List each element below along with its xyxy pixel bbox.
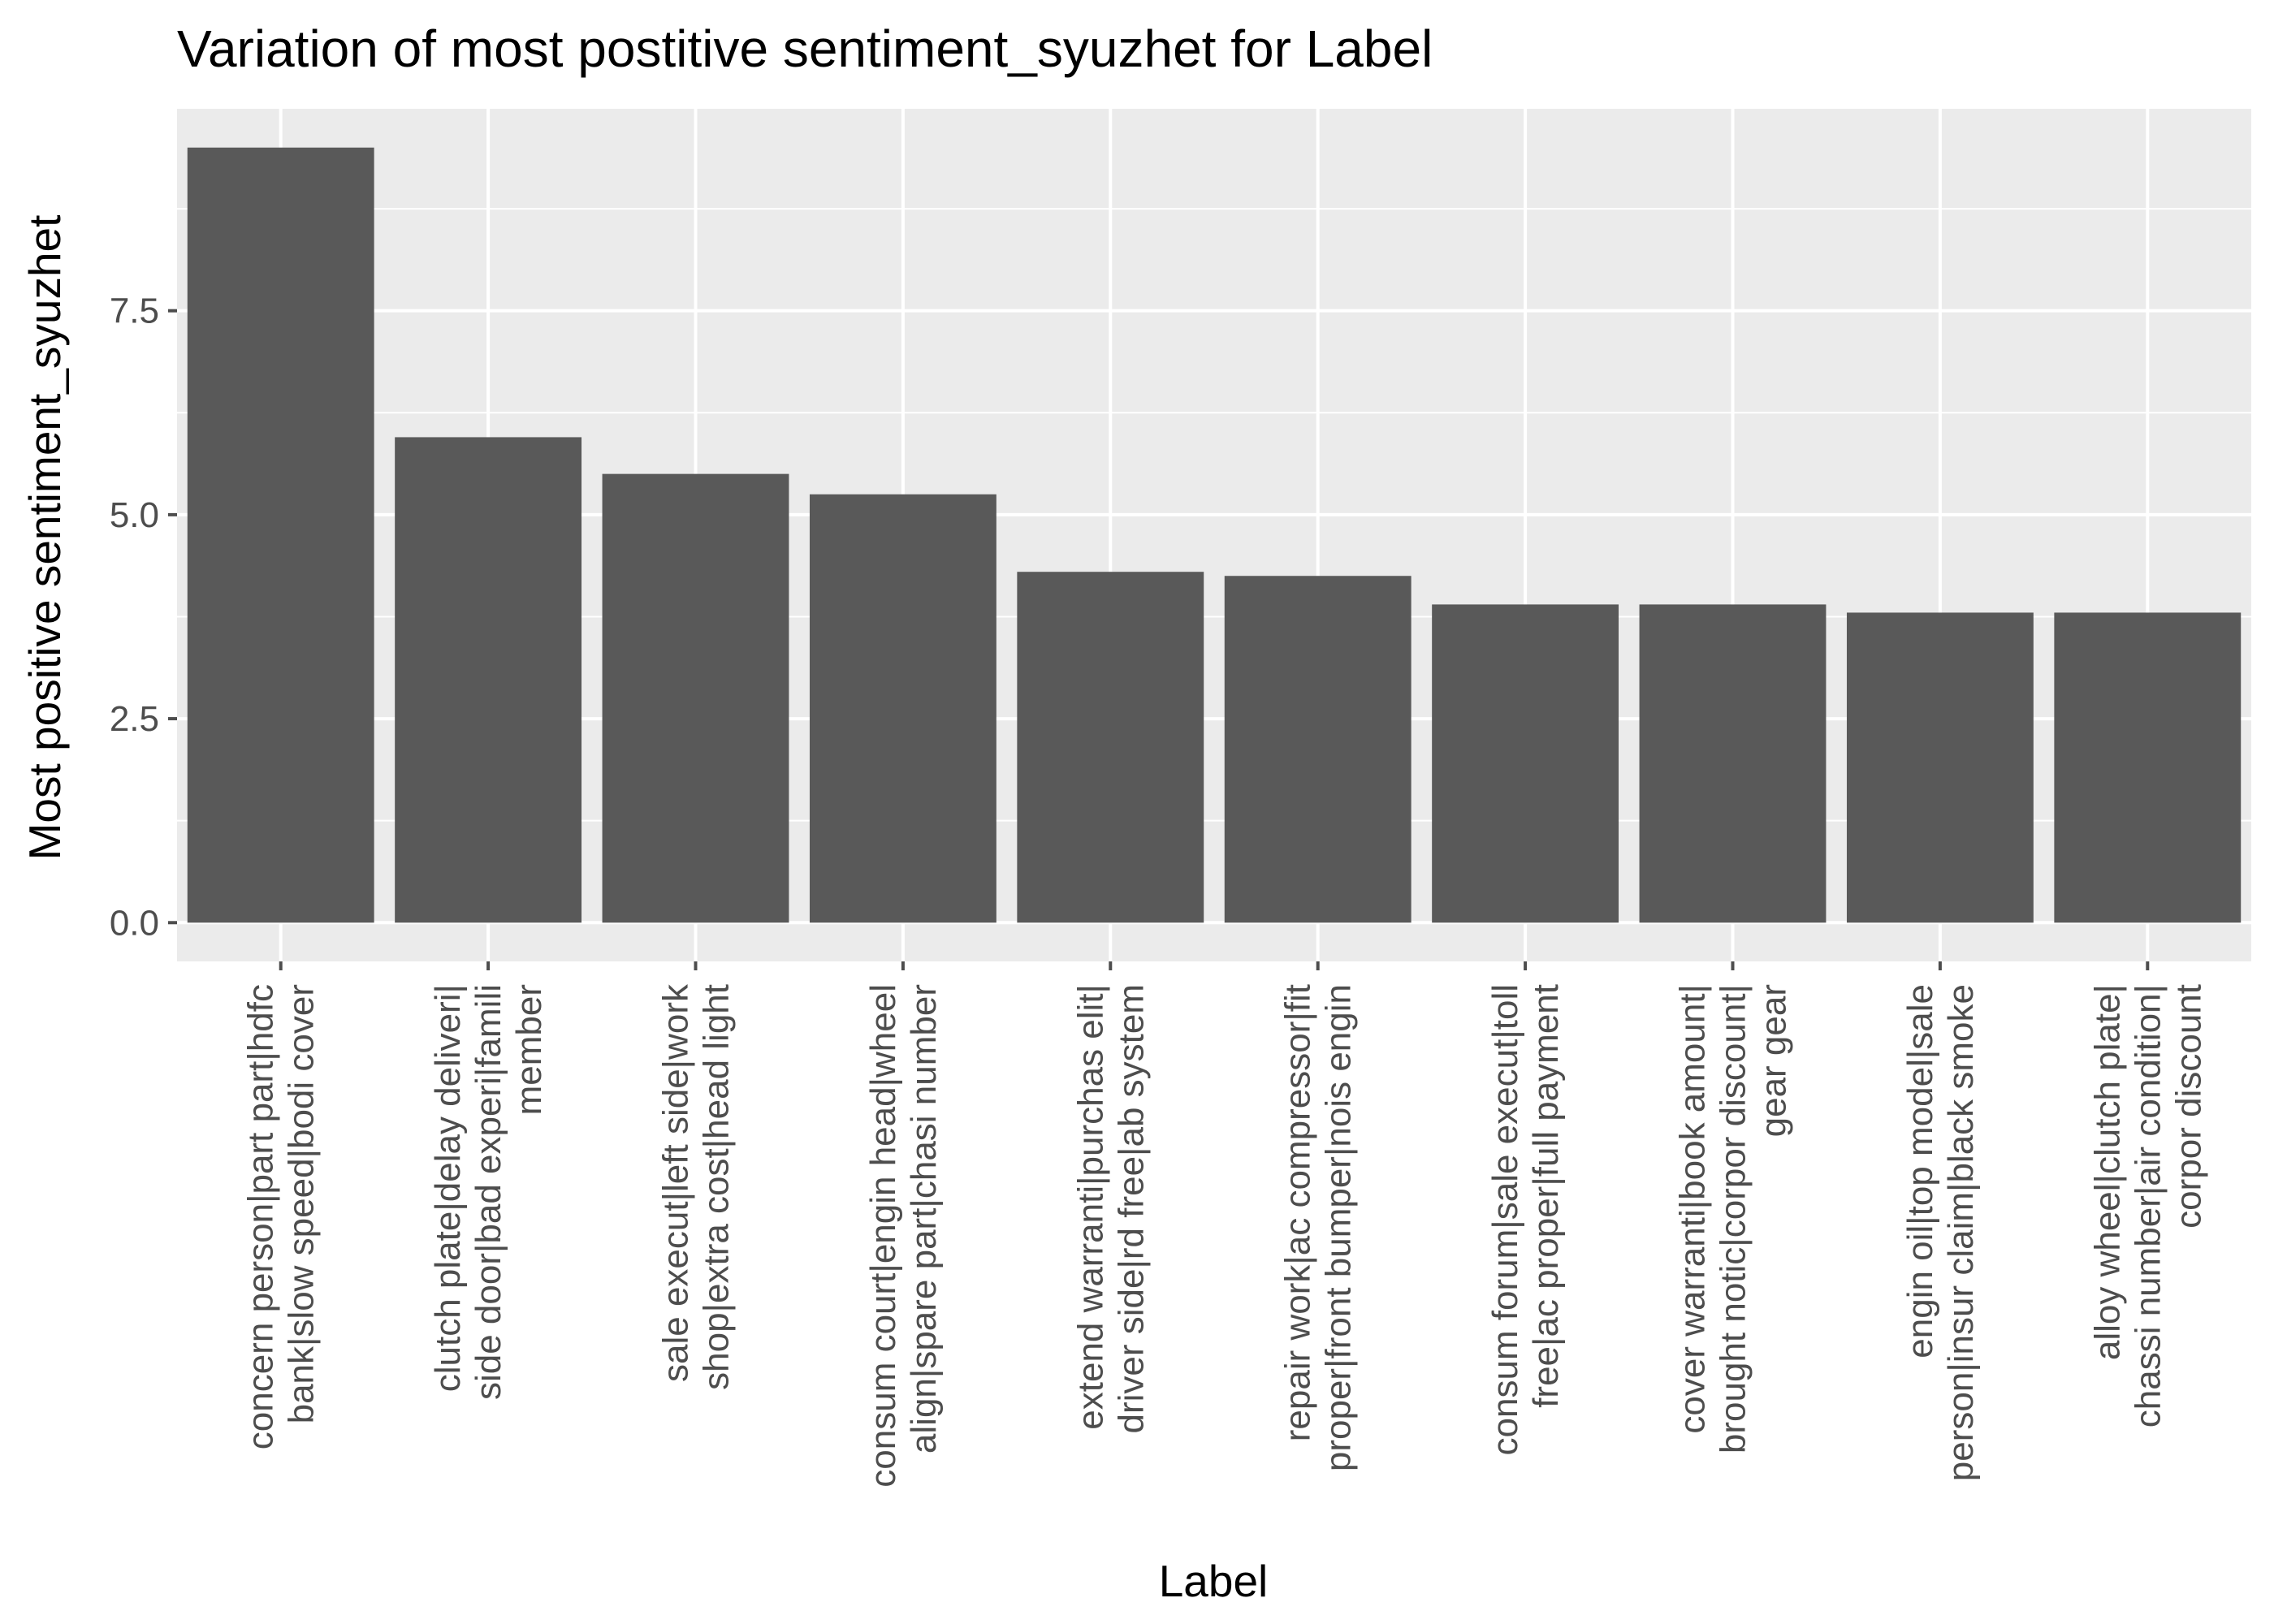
bars	[187, 147, 2242, 923]
x-tick-label-line: engin oil|top model|sale	[1900, 984, 1940, 1358]
x-tick-label-line: side door|bad experi|famili	[469, 984, 508, 1400]
x-tick-label-line: bank|slow speed|bodi cover	[282, 984, 322, 1423]
x-axis: concern person|part part|hdfc bank|slow s…	[241, 961, 2208, 1488]
x-tick-label: repair work|ac compressor|fit proper|fron…	[1278, 984, 1359, 1471]
x-tick-label-line: clutch plate|delay deliveri|	[428, 984, 468, 1392]
y-axis-title: Most positive sentiment_syuzhet	[19, 215, 70, 861]
bar	[1224, 576, 1412, 923]
x-tick-label-line: sale execut|left side|work	[656, 983, 696, 1382]
x-tick-label: consum court|engin head|wheel align|spare…	[863, 984, 944, 1488]
x-tick-label: alloy wheel|clutch plate| chassi number|a…	[2087, 984, 2208, 1427]
x-tick-label-line: proper|front bumper|nois engin	[1319, 984, 1359, 1471]
x-tick-label: cover warranti|book amount| brought notic…	[1673, 984, 1794, 1453]
x-tick-label-line: brought notic|corpor discount|	[1714, 984, 1753, 1453]
x-tick-label-line: person|insur claim|black smoke	[1941, 984, 1981, 1481]
x-tick-label-line: shop|extra cost|head light	[697, 984, 737, 1390]
chart-title: Variation of most postitive sentiment_sy…	[177, 19, 1433, 78]
bar	[1846, 612, 2034, 923]
bar	[395, 437, 582, 923]
y-tick-label: 5.0	[110, 495, 159, 535]
bar	[1639, 604, 1827, 923]
x-tick-label-line: member	[509, 984, 549, 1115]
x-tick-label-line: cover warranti|book amount|	[1673, 984, 1713, 1434]
x-tick-label-line: consum forum|sale execut|toll	[1485, 984, 1525, 1455]
x-tick-label-line: chassi number|air condition|	[2128, 984, 2168, 1427]
x-tick-label: clutch plate|delay deliveri| side door|ba…	[428, 984, 549, 1400]
bar	[187, 147, 374, 923]
x-tick-label: consum forum|sale execut|toll free|ac pro…	[1485, 984, 1566, 1455]
x-tick-label: engin oil|top model|sale person|insur cla…	[1900, 984, 1981, 1481]
x-tick-label-line: extend warranti|purchas elit|	[1070, 984, 1110, 1430]
x-tick-label: concern person|part part|hdfc bank|slow s…	[241, 984, 322, 1449]
x-tick-label-line: repair work|ac compressor|fit	[1278, 984, 1318, 1441]
x-tick-label-line: corpor discount	[2168, 984, 2208, 1229]
x-axis-title: Label	[1159, 1556, 1269, 1606]
bar	[1432, 604, 1619, 923]
x-tick-label-line: driver side|rd free|ab system	[1111, 984, 1151, 1434]
y-tick-label: 2.5	[110, 699, 159, 739]
x-tick-label: extend warranti|purchas elit| driver side…	[1070, 984, 1151, 1434]
y-tick-label: 7.5	[110, 292, 159, 331]
y-axis: 0.0 2.5 5.0 7.5	[110, 292, 177, 943]
y-tick-label: 0.0	[110, 903, 159, 943]
x-tick-label-line: concern person|part part|hdfc	[241, 984, 281, 1449]
x-tick-label-line: align|spare part|chasi number	[904, 984, 944, 1453]
x-tick-label-line: free|ac proper|full payment	[1526, 984, 1566, 1408]
x-tick-label-line: alloy wheel|clutch plate|	[2087, 984, 2127, 1360]
bar	[1017, 572, 1204, 923]
x-tick-label: sale execut|left side|work shop|extra cos…	[656, 983, 737, 1390]
bar	[2054, 612, 2242, 923]
bar	[809, 494, 996, 923]
x-tick-label-line: gear gear	[1754, 984, 1794, 1137]
bar	[602, 473, 789, 923]
x-tick-label-line: consum court|engin head|wheel	[863, 984, 903, 1488]
